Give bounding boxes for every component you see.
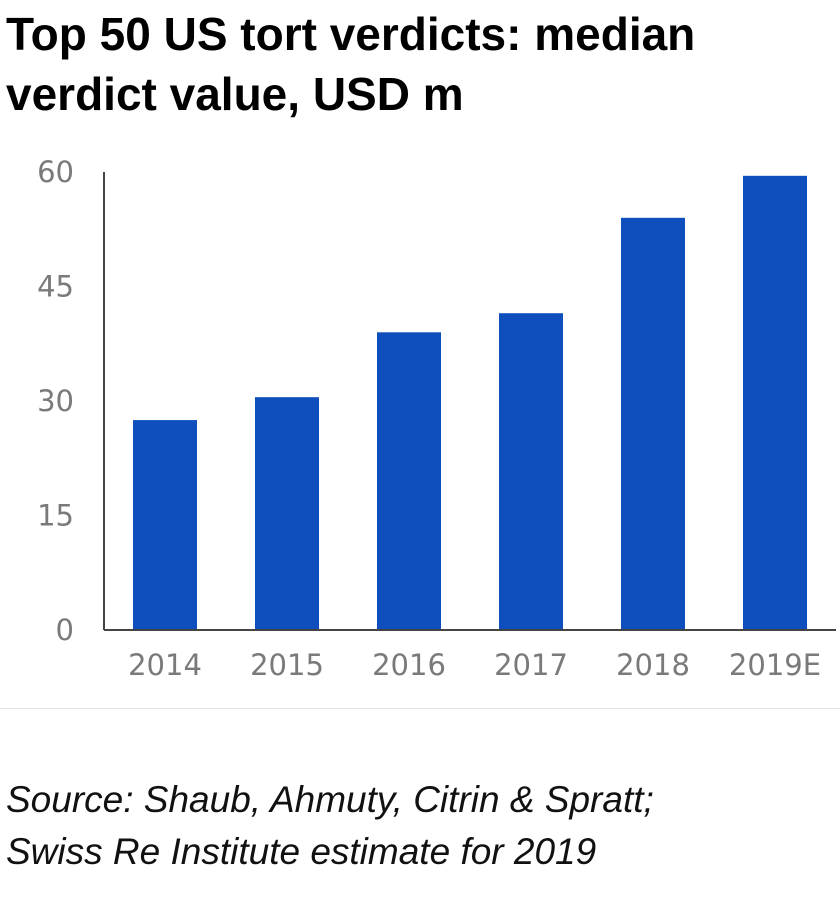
source-line-2: Swiss Re Institute estimate for 2019 bbox=[6, 831, 597, 872]
y-tick-label: 0 bbox=[56, 613, 74, 647]
y-axis-ticks: 0 15 30 45 60 bbox=[37, 155, 74, 647]
y-tick-label: 45 bbox=[37, 270, 74, 304]
bar-2017 bbox=[499, 313, 563, 630]
y-tick-label: 15 bbox=[37, 499, 74, 533]
x-tick-label: 2016 bbox=[372, 648, 446, 682]
bar-2018 bbox=[621, 217, 685, 631]
source-note: Source: Shaub, Ahmuty, Citrin & Spratt; … bbox=[6, 774, 826, 878]
x-tick-label: 2018 bbox=[616, 648, 690, 682]
x-tick-label: 2014 bbox=[128, 648, 202, 682]
bars-group bbox=[133, 175, 807, 631]
x-tick-label: 2015 bbox=[250, 648, 324, 682]
x-axis-ticks: 2014 2015 2016 2017 2018 2019E bbox=[128, 648, 821, 682]
source-line-1: Source: Shaub, Ahmuty, Citrin & Spratt; bbox=[6, 779, 654, 820]
bar-2016 bbox=[377, 332, 441, 630]
bar-2015 bbox=[255, 397, 319, 630]
divider bbox=[0, 708, 840, 709]
chart-title-line-1: Top 50 US tort verdicts: median bbox=[6, 8, 696, 60]
x-tick-label: 2019E bbox=[729, 648, 821, 682]
chart-title: Top 50 US tort verdicts: median verdict … bbox=[6, 4, 826, 124]
bar-2014 bbox=[133, 420, 197, 630]
bar-2019E bbox=[743, 175, 807, 631]
y-tick-label: 30 bbox=[37, 384, 74, 418]
x-tick-label: 2017 bbox=[494, 648, 568, 682]
chart-title-line-2: verdict value, USD m bbox=[6, 68, 464, 120]
bar-chart: 0 15 30 45 60 2014 2015 2016 2017 2018 2019E bbox=[37, 155, 836, 682]
y-tick-label: 60 bbox=[37, 155, 74, 189]
